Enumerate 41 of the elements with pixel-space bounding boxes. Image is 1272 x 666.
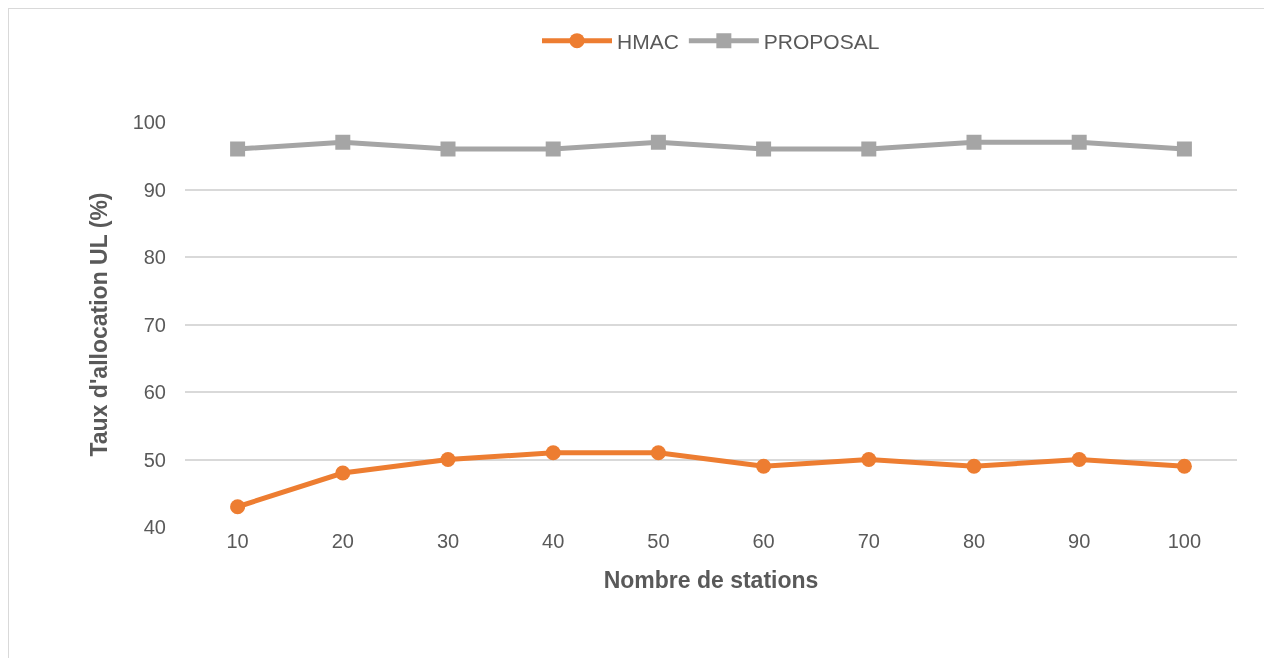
point [966, 458, 982, 474]
x-tick-label: 70 [857, 530, 880, 552]
x-tick-label: 40 [542, 530, 565, 552]
point [1071, 452, 1087, 467]
y-tick-label: 40 [143, 516, 166, 538]
y-tick-label: 60 [143, 381, 166, 403]
x-tick-label: 20 [331, 530, 354, 552]
point [966, 134, 982, 150]
y-axis-title: Taux d'allocation UL (%) [86, 192, 113, 457]
point [545, 445, 561, 461]
point [230, 141, 246, 157]
y-tick-label: 50 [143, 448, 166, 471]
point [230, 499, 246, 515]
point [861, 452, 877, 467]
point [1176, 141, 1192, 157]
point [650, 445, 666, 461]
point [335, 465, 351, 481]
x-tick-label: 100 [1167, 530, 1202, 552]
point [1176, 458, 1192, 474]
point [756, 141, 772, 157]
point [545, 141, 561, 157]
point [861, 141, 877, 157]
point [756, 458, 772, 474]
x-tick-label: 50 [647, 530, 670, 552]
x-tick-label: 80 [962, 530, 986, 552]
y-tick-label: 70 [143, 313, 166, 336]
legend-label: PROPOSAL [763, 29, 880, 53]
point [1071, 134, 1087, 150]
y-tick-label: 100 [132, 111, 166, 133]
point [335, 134, 351, 150]
legend-label: HMAC [617, 29, 679, 53]
point [650, 134, 666, 150]
x-tick-label: 60 [752, 530, 775, 552]
x-axis-title: Nombre de stations [603, 566, 819, 593]
point [440, 452, 456, 467]
x-tick-label: 90 [1068, 530, 1091, 552]
point [440, 141, 456, 157]
x-tick-label: 10 [226, 530, 249, 552]
y-tick-label: 80 [143, 246, 166, 268]
y-tick-label: 90 [143, 178, 166, 201]
x-tick-label: 30 [436, 530, 460, 552]
